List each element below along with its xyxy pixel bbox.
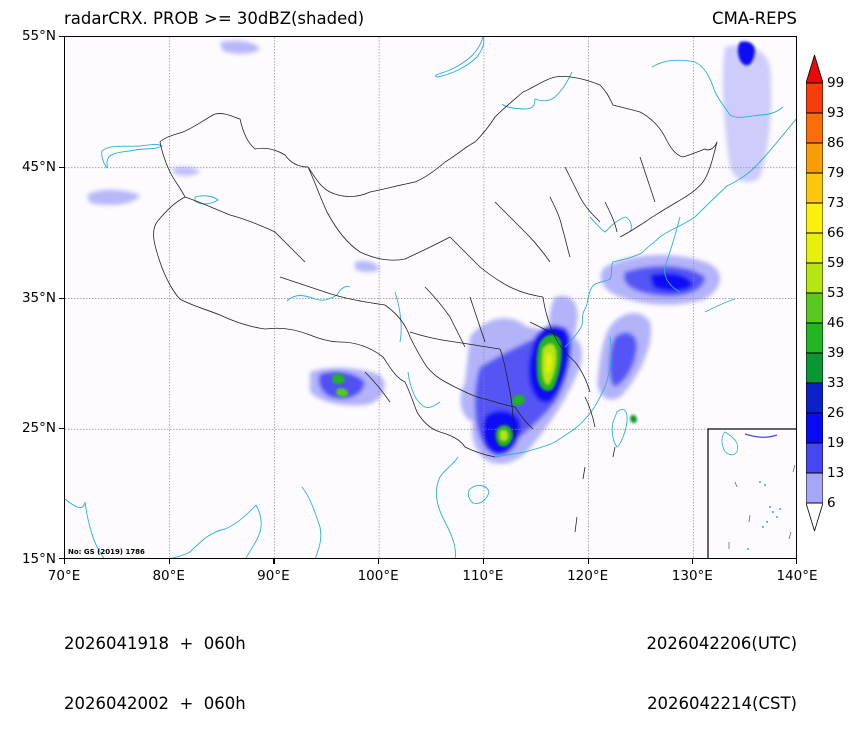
x-label-80e: 80°E — [152, 568, 185, 584]
dash-line-segments — [574, 446, 616, 533]
x-tick — [692, 559, 694, 564]
plot-title: radarCRX. PROB >= 30dBZ(shaded) — [64, 9, 365, 28]
y-label-35n: 35°N — [21, 289, 56, 306]
x-tick — [64, 559, 66, 564]
colorbar-label: 73 — [827, 195, 845, 211]
map-plot — [64, 36, 797, 559]
y-tick — [59, 428, 64, 430]
colorbar-label: 26 — [827, 405, 845, 421]
political-borders — [153, 76, 718, 458]
x-label-110e: 110°E — [462, 568, 504, 584]
x-tick — [273, 559, 275, 564]
colorbar-over-arrow — [806, 55, 823, 84]
colorbar-label: 53 — [827, 285, 845, 301]
colorbar-label: 19 — [827, 435, 845, 451]
model-name: CMA-REPS — [712, 9, 797, 28]
x-tick — [482, 559, 485, 564]
y-label-45n: 45°N — [21, 158, 56, 175]
precip-core — [332, 41, 755, 447]
init-time-utc: 2026041918 + 060h — [64, 634, 246, 653]
y-label-25n: 25°N — [21, 420, 56, 437]
y-label-55n: 55°N — [21, 28, 56, 44]
x-tick — [168, 559, 170, 564]
y-tick — [59, 36, 64, 38]
colorbar-label: 6 — [827, 495, 836, 511]
colorbar-label: 33 — [827, 375, 845, 391]
x-label-70e: 70°E — [47, 568, 81, 584]
colorbar-label: 13 — [827, 465, 845, 481]
coastlines-rivers — [65, 37, 796, 558]
valid-time-block: 2026042206(UTC) 2026042214(CST) — [646, 594, 797, 734]
valid-time-utc: 2026042206(UTC) — [646, 634, 797, 653]
x-label-130e: 130°E — [671, 568, 713, 584]
precip-shading — [87, 40, 772, 464]
colorbar-label: 39 — [827, 345, 845, 361]
x-label-140e: 140°E — [776, 568, 818, 584]
init-time-cst: 2026042002 + 060h — [64, 694, 246, 713]
x-tick — [378, 559, 380, 564]
y-tick — [59, 558, 64, 560]
colorbar — [806, 55, 823, 531]
x-label-90e: 90°E — [257, 568, 290, 584]
colorbar-label: 93 — [827, 105, 845, 121]
colorbar-label: 59 — [827, 255, 845, 271]
x-tick — [796, 559, 798, 564]
colorbar-under-arrow — [806, 502, 823, 531]
colorbar-label: 86 — [827, 135, 845, 151]
inset-south-china-sea — [707, 428, 796, 558]
colorbar-label: 46 — [827, 315, 845, 331]
y-label-15n: 15°N — [21, 551, 56, 567]
gridlines — [65, 37, 796, 558]
x-label-100e: 100°E — [357, 568, 399, 584]
map-canvas — [65, 37, 796, 558]
y-tick — [59, 166, 64, 168]
init-time-block: 2026041918 + 060h 2026042002 + 060h — [64, 594, 246, 734]
colorbar-label: 99 — [827, 75, 845, 91]
valid-time-cst: 2026042214(CST) — [647, 694, 797, 713]
x-tick — [587, 559, 589, 564]
map-approval-number: No: GS (2019) 1786 — [68, 548, 145, 556]
colorbar-label: 79 — [827, 165, 845, 181]
y-tick — [59, 297, 64, 299]
colorbar-label: 66 — [827, 225, 845, 241]
x-label-120e: 120°E — [567, 568, 609, 584]
